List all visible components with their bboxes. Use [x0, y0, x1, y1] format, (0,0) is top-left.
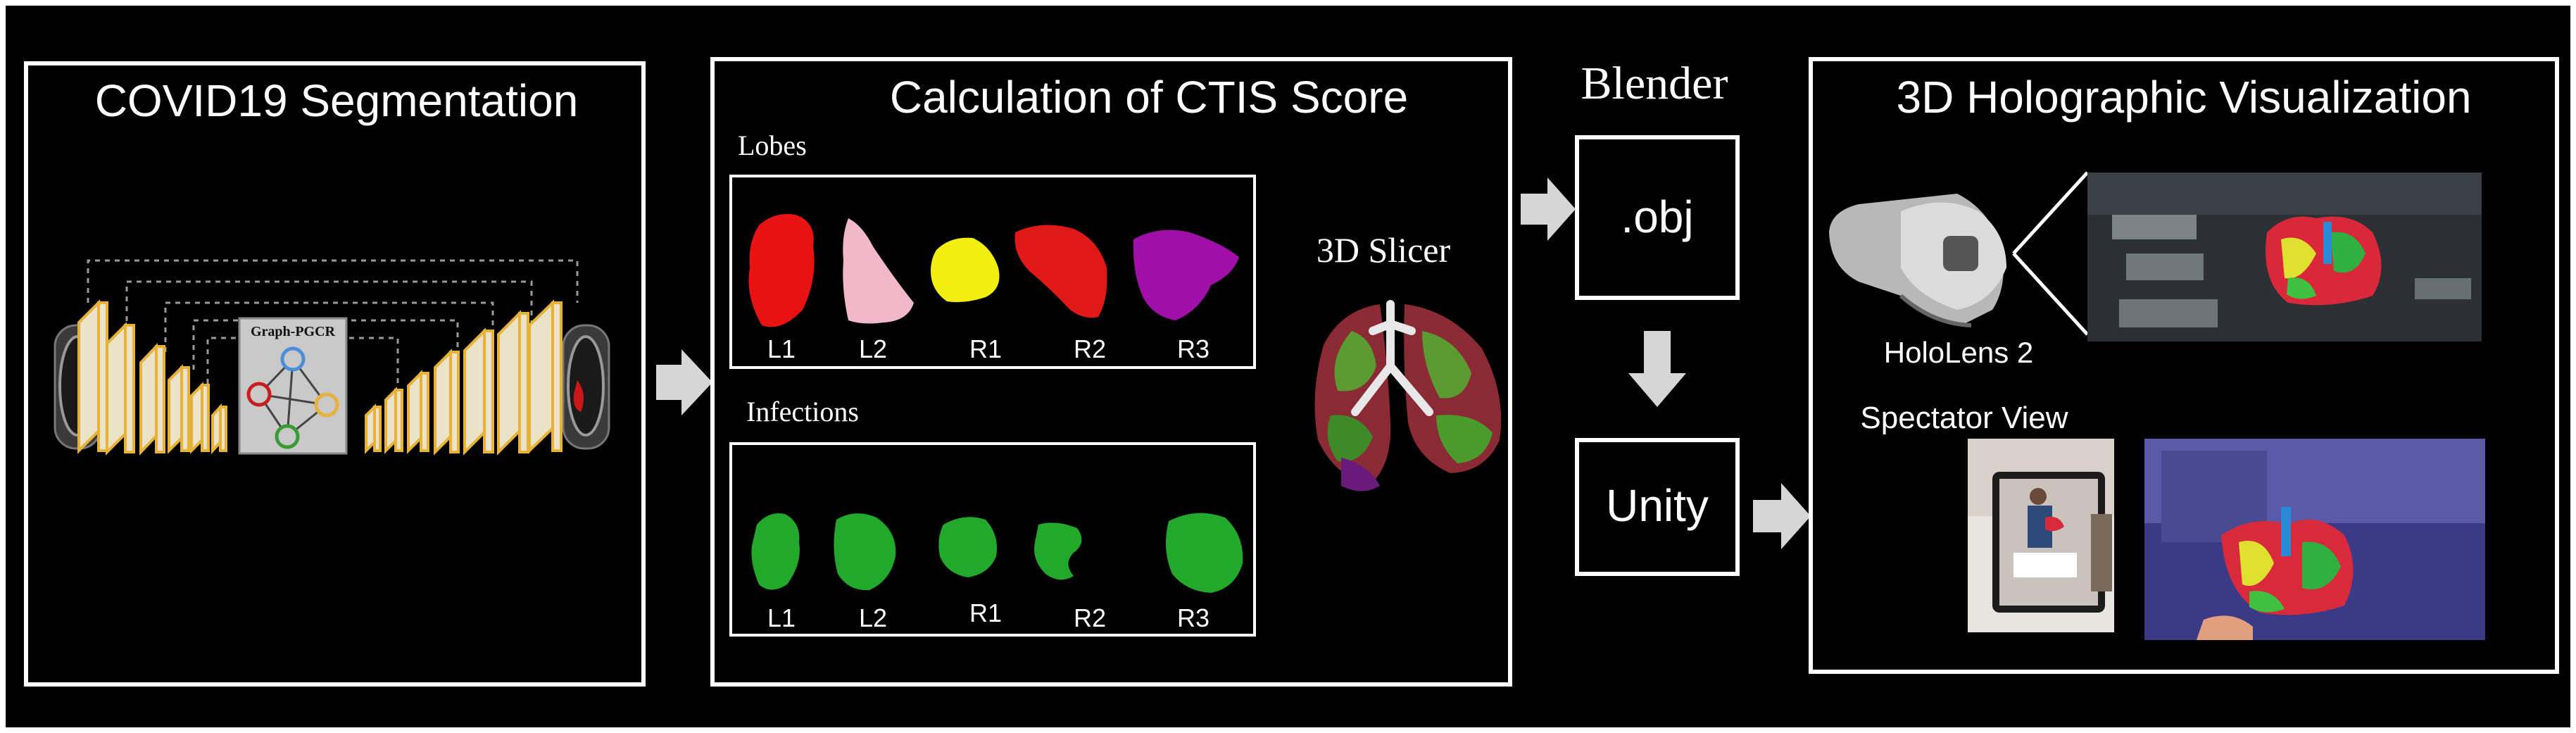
graph-pgcr-module: Graph-PGCR	[238, 317, 348, 455]
unity-label: Unity	[1606, 480, 1709, 531]
lobes-heading: Lobes	[738, 130, 807, 161]
lobe-r2-shape	[1014, 225, 1107, 318]
diagram-background	[6, 6, 2570, 727]
infection-r1-shape	[938, 517, 997, 577]
infection-label: R2	[1074, 603, 1106, 632]
arrow-to-ctis	[656, 349, 712, 415]
lobe-l2-shape	[843, 218, 914, 324]
arrow-to-hologram	[1753, 483, 1811, 549]
lobe-label: R3	[1177, 334, 1210, 363]
infection-r2-shape	[1034, 522, 1082, 580]
infections-box	[729, 442, 1256, 637]
hololens-callout-lines	[2012, 171, 2089, 336]
obj-box	[1575, 135, 1740, 300]
decoder-blocks	[365, 299, 563, 456]
lobe-shapes	[748, 214, 1239, 327]
infection-label: R3	[1177, 603, 1210, 632]
segmentation-title: COVID19 Segmentation	[95, 75, 579, 126]
graph-pgcr-label: Graph-PGCR	[251, 324, 336, 339]
lobe-l1-shape	[748, 214, 815, 327]
ctis-frame	[710, 57, 1512, 687]
hololens-headset	[1829, 194, 2006, 327]
infection-l2-shape	[834, 513, 896, 591]
arrow-to-obj	[1521, 177, 1576, 241]
lobe-r3-shape	[1133, 230, 1239, 320]
spectator-room-photo	[1968, 439, 2114, 632]
hololens-label: HoloLens 2	[1884, 336, 2033, 369]
conversion-column: Blender .obj Unity	[1521, 58, 1811, 576]
ctis-title: Calculation of CTIS Score	[890, 72, 1408, 123]
arrow-to-unity	[1628, 331, 1686, 407]
blender-label: Blender	[1581, 58, 1728, 109]
segmentation-panel: COVID19 Segmentation	[24, 61, 646, 687]
infection-l1-shape	[751, 513, 800, 590]
lobe-labels: L1 L2 R1 R2 R3	[767, 334, 1210, 363]
segmentation-frame	[24, 61, 646, 687]
obj-label: .obj	[1621, 192, 1693, 242]
output-ct-slice	[562, 324, 610, 450]
lobe-label: R1	[969, 334, 1002, 363]
lobe-label: L1	[767, 334, 796, 363]
unity-box	[1575, 438, 1740, 576]
spectator-view-label: Spectator View	[1860, 401, 2068, 435]
infection-shapes	[751, 513, 1243, 593]
lobe-label: R2	[1074, 334, 1106, 363]
lobes-box	[729, 175, 1256, 369]
encoder-blocks	[77, 299, 227, 456]
holo-title: 3D Holographic Visualization	[1896, 72, 2471, 123]
slicer-label: 3D Slicer	[1317, 230, 1451, 270]
hololens-view-image	[2087, 173, 2482, 342]
infection-label: L2	[859, 603, 887, 632]
lobe-r1-shape	[931, 237, 1000, 303]
ctis-panel: Calculation of CTIS Score Lobes L1 L2 R1…	[710, 57, 1512, 687]
infections-heading: Infections	[746, 396, 859, 427]
infection-labels: L1 L2 R1 R2 R3	[767, 599, 1210, 632]
infection-label: L1	[767, 603, 796, 632]
holo-frame	[1809, 57, 2559, 674]
infection-r3-shape	[1166, 513, 1243, 593]
holo-panel: 3D Holographic Visualization HoloLens 2	[1809, 57, 2559, 674]
lobe-label: L2	[859, 334, 887, 363]
spectator-holo-photo	[2144, 439, 2485, 640]
slicer-lung-render	[1314, 300, 1502, 491]
infection-label: R1	[969, 599, 1002, 627]
